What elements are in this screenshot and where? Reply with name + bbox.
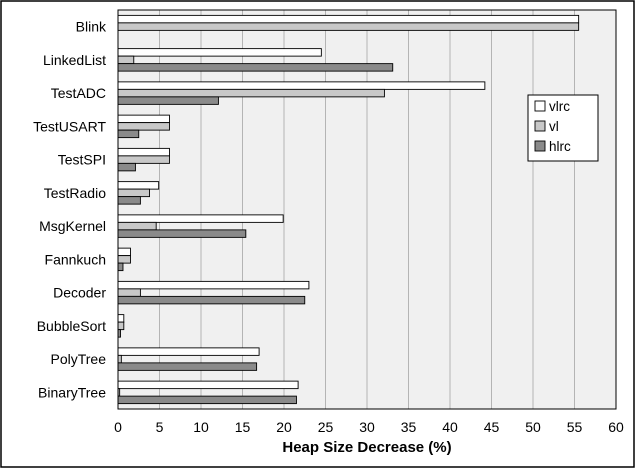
- bar-vl: [117, 321, 125, 331]
- x-tick-label: 30: [359, 419, 375, 435]
- category-label: TestUSART: [33, 118, 106, 134]
- x-tick-label: 40: [442, 419, 458, 435]
- x-tick-label: 0: [114, 419, 122, 435]
- bar-hlrc: [117, 295, 306, 305]
- x-tick-label: 15: [235, 419, 251, 435]
- bar-hlrc: [117, 162, 136, 172]
- legend-label: vl: [549, 119, 559, 134]
- category-label: BinaryTree: [38, 384, 106, 400]
- bar-vlrc: [117, 214, 284, 223]
- legend-label: hlrc: [549, 139, 571, 154]
- x-tick-label: 50: [525, 419, 541, 435]
- bar-hlrc: [117, 96, 219, 105]
- category-label: BubbleSort: [37, 318, 106, 334]
- x-tick-label: 10: [193, 419, 209, 435]
- bar-vl: [117, 188, 150, 198]
- legend-swatch: [534, 120, 546, 132]
- x-tick-label: 5: [156, 419, 164, 435]
- x-tick-label: 35: [401, 419, 417, 435]
- legend-label: vlrc: [549, 99, 570, 114]
- category-label: Decoder: [53, 285, 106, 301]
- x-tick-label: 55: [567, 419, 583, 435]
- x-tick-label: 25: [318, 419, 334, 435]
- x-tick-label: 45: [484, 419, 500, 435]
- x-axis-label: Heap Size Decrease (%): [282, 439, 451, 456]
- bar-vlrc: [117, 380, 299, 390]
- bar-vlrc: [117, 14, 580, 24]
- bar-vl: [117, 255, 131, 264]
- bar-hlrc: [117, 63, 394, 72]
- category-label: LinkedList: [43, 52, 106, 68]
- x-tick-labels: 0 5 10 15 20 25 30 35 40 45 50 55 60: [114, 419, 624, 435]
- plot-border: [117, 9, 617, 410]
- bar-vl: [117, 221, 157, 231]
- bar-vlrc: [117, 147, 170, 157]
- x-tick-label: 20: [276, 419, 292, 435]
- category-label: TestSPI: [58, 152, 106, 168]
- bar-vl: [117, 155, 170, 164]
- bar-vl: [117, 288, 141, 297]
- legend: vlrc vl hlrc: [527, 94, 599, 162]
- bar-vl: [117, 55, 135, 65]
- bar-vlrc: [117, 314, 125, 323]
- bar-vl: [117, 22, 580, 31]
- category-label: PolyTree: [50, 351, 106, 367]
- bar-vlrc: [117, 181, 160, 190]
- bar-vl: [117, 122, 170, 131]
- bar-vlrc: [117, 347, 260, 356]
- bar-hlrc: [117, 229, 247, 238]
- bar-vl: [117, 88, 385, 98]
- bar-vlrc: [117, 114, 170, 124]
- bar-hlrc: [117, 395, 297, 405]
- bars: [117, 14, 580, 405]
- bar-vlrc: [117, 48, 322, 57]
- category-label: TestRadio: [44, 185, 106, 201]
- bar-vlrc: [117, 247, 131, 257]
- category-label: TestADC: [51, 85, 106, 101]
- x-tick-label: 60: [608, 419, 624, 435]
- category-labels: Blink LinkedList TestADC TestUSART TestSPI Te…: [33, 19, 107, 401]
- category-label: Fannkuch: [45, 251, 106, 267]
- legend-swatch: [534, 140, 546, 152]
- category-label: Blink: [76, 19, 107, 35]
- bar-hlrc: [117, 129, 140, 139]
- bar-vlrc: [117, 280, 310, 290]
- gridlines: [159, 10, 575, 409]
- legend-swatch: [534, 100, 546, 112]
- bar-vlrc: [117, 81, 486, 90]
- bar-hlrc: [117, 262, 124, 272]
- category-label: MsgKernel: [39, 218, 106, 234]
- bar-hlrc: [117, 196, 141, 205]
- bar-hlrc: [117, 362, 258, 371]
